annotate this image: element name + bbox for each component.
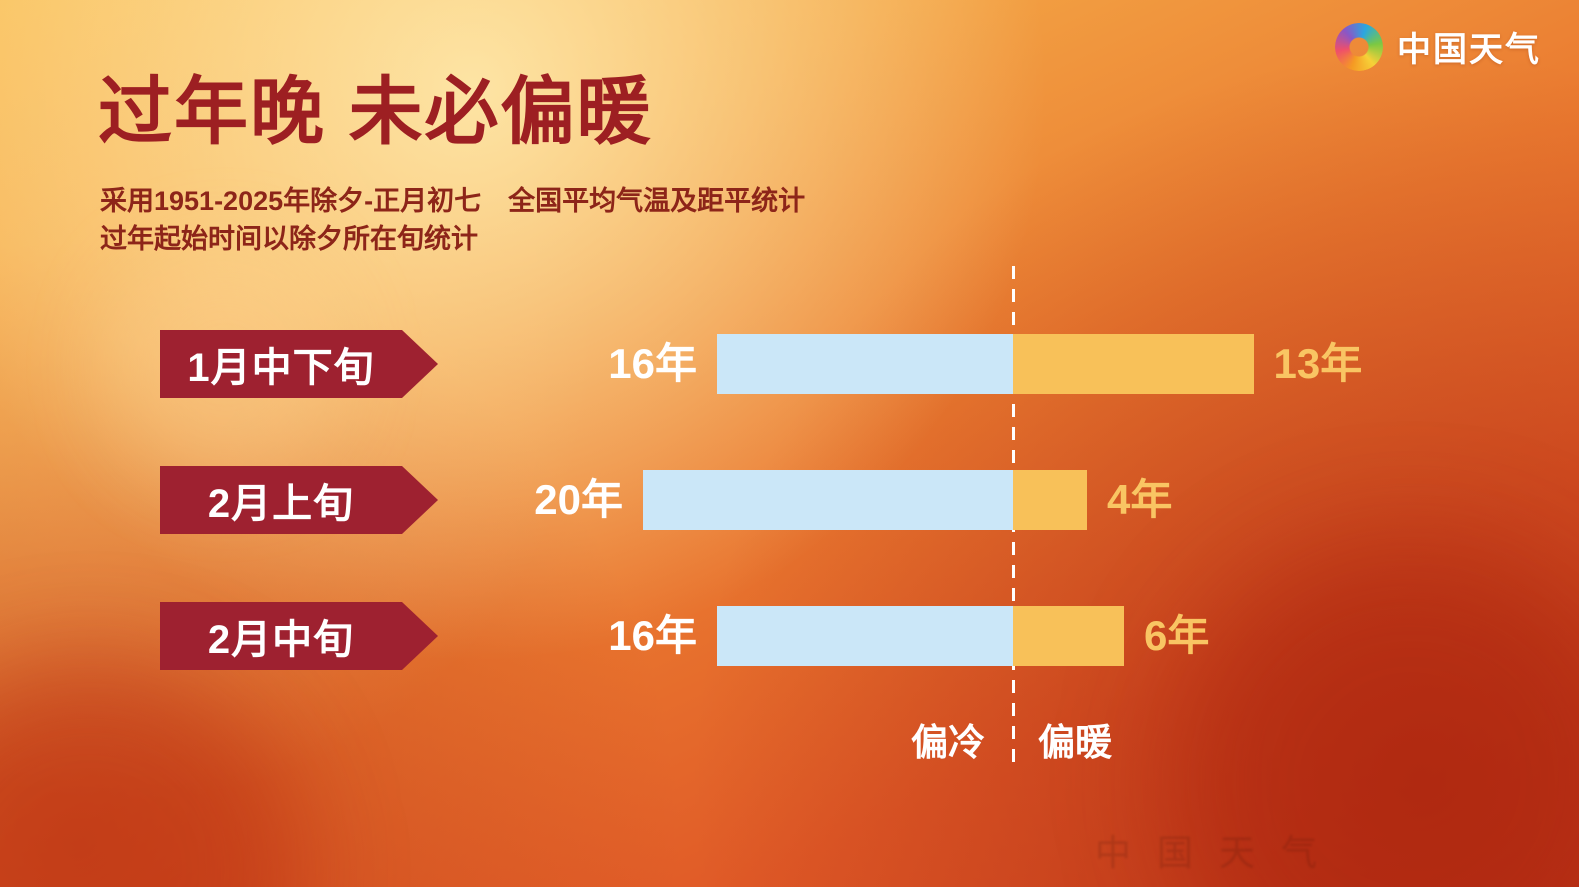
axis-label-warm: 偏暖 <box>1038 722 1112 763</box>
category-label: 2月中旬 <box>207 618 355 662</box>
watermark-text: 中国天气 <box>1095 832 1344 873</box>
china-weather-logo-icon <box>1335 22 1383 71</box>
brand-logo: 中国天气 <box>1335 22 1541 71</box>
subtitle-line-2: 过年起始时间以除夕所在旬统计 <box>100 224 478 254</box>
cold-bar <box>717 606 1013 666</box>
category-badge: 2月上旬 <box>160 466 438 534</box>
warm-bar <box>1013 470 1087 530</box>
chart-row: 2月中旬 16年 6年 <box>0 602 1579 670</box>
subtitle-line-1: 采用1951-2025年除夕-正月初七 全国平均气温及距平统计 <box>100 186 806 216</box>
chart-row: 2月上旬 20年 4年 <box>0 466 1579 534</box>
warm-value-label: 6年 <box>1144 612 1210 659</box>
cold-bar <box>643 470 1013 530</box>
category-badge: 2月中旬 <box>160 602 438 670</box>
warm-bar <box>1013 606 1124 666</box>
axis-label-cold: 偏冷 <box>911 722 985 763</box>
category-label: 2月上旬 <box>207 482 355 526</box>
subtitle: 采用1951-2025年除夕-正月初七 全国平均气温及距平统计 过年起始时间以除… <box>100 182 805 258</box>
warm-bar <box>1013 334 1254 394</box>
cold-value-label: 16年 <box>608 340 697 387</box>
background-glow <box>0 660 300 887</box>
warm-value-label: 4年 <box>1107 476 1173 523</box>
brand-name: 中国天气 <box>1397 31 1541 69</box>
chart-row: 1月中下旬 16年 13年 <box>0 330 1579 398</box>
cold-value-label: 20年 <box>534 476 623 523</box>
warm-value-label: 13年 <box>1273 340 1363 387</box>
cold-bar <box>717 334 1013 394</box>
category-label: 1月中下旬 <box>187 346 375 390</box>
cold-value-label: 16年 <box>608 612 697 659</box>
category-badge: 1月中下旬 <box>160 330 438 398</box>
page-title: 过年晚 未必偏暖 <box>98 70 653 153</box>
